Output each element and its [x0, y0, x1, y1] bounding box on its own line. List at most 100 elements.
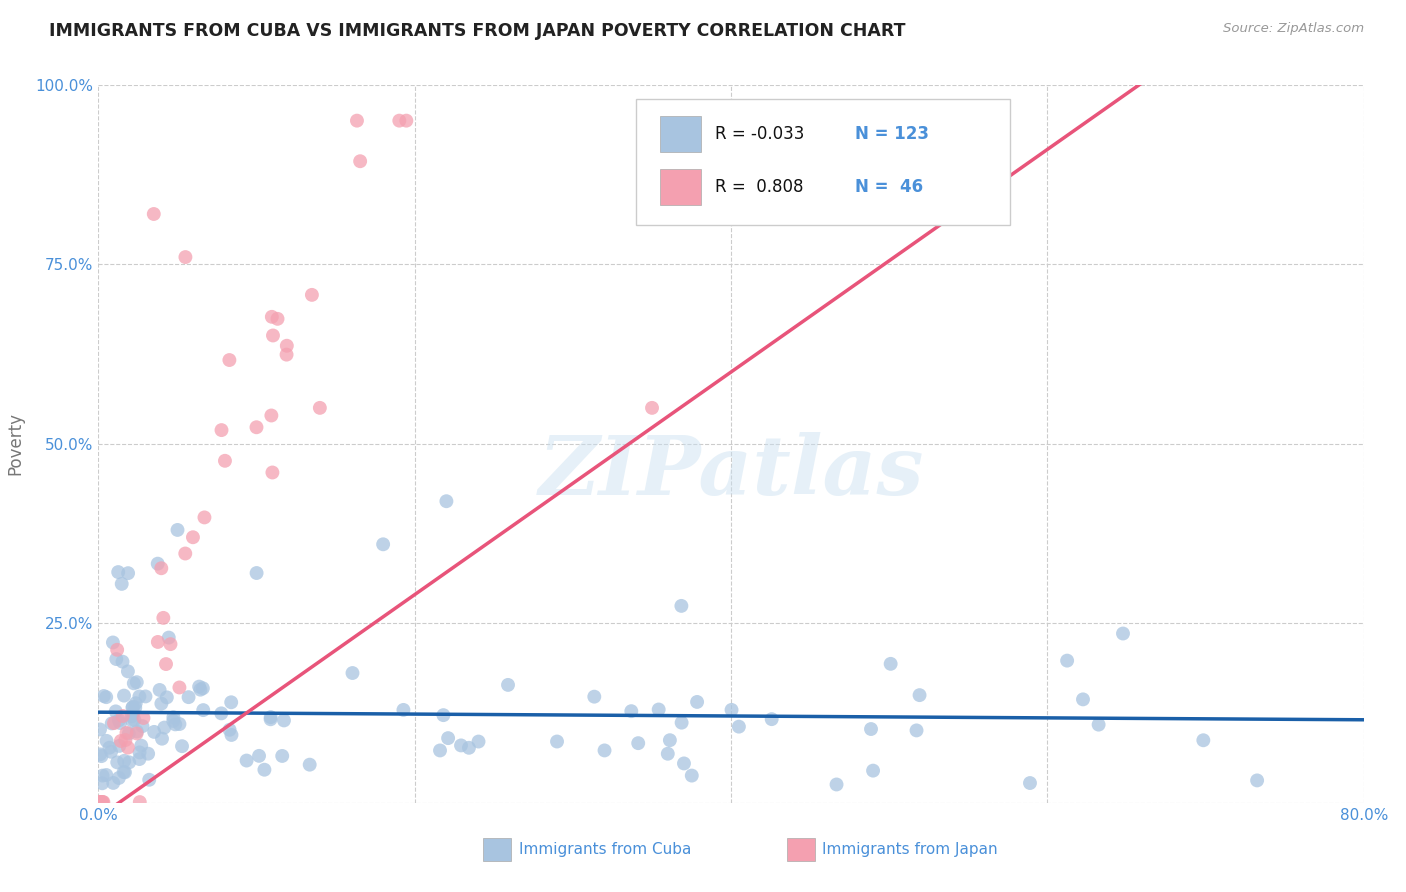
Point	[146, 557, 169, 571]
Point	[104, 705, 127, 719]
Point	[620, 704, 643, 718]
Point	[111, 655, 134, 669]
Text: N = 123: N = 123	[855, 125, 929, 143]
Point	[309, 401, 332, 415]
Point	[128, 690, 150, 704]
Point	[121, 713, 143, 727]
Point	[467, 734, 489, 748]
Point	[114, 733, 136, 747]
Text: Immigrants from Japan: Immigrants from Japan	[823, 842, 998, 857]
Text: Source: ZipAtlas.com: Source: ZipAtlas.com	[1223, 22, 1364, 36]
Point	[159, 637, 181, 651]
Point	[124, 713, 146, 727]
Point	[627, 736, 650, 750]
Point	[371, 537, 394, 551]
Point	[859, 722, 882, 736]
Point	[142, 207, 165, 221]
Point	[262, 466, 284, 480]
Point	[647, 702, 669, 716]
Point	[496, 678, 519, 692]
Point	[1087, 717, 1109, 731]
Point	[108, 771, 131, 785]
Point	[118, 756, 141, 770]
Point	[153, 721, 176, 735]
Point	[115, 726, 138, 740]
Point	[96, 734, 118, 748]
Point	[169, 717, 191, 731]
Point	[193, 703, 215, 717]
Point	[905, 723, 928, 738]
Point	[266, 311, 288, 326]
Point	[276, 348, 298, 362]
Point	[125, 726, 148, 740]
Point	[429, 743, 451, 757]
Point	[247, 748, 270, 763]
Point	[432, 708, 454, 723]
Point	[91, 795, 114, 809]
Point	[105, 642, 128, 657]
Point	[136, 747, 159, 761]
Point	[271, 748, 294, 763]
Point	[728, 720, 751, 734]
Point	[105, 652, 128, 666]
Point	[342, 666, 364, 681]
Point	[105, 756, 128, 770]
Point	[150, 561, 173, 575]
Point	[395, 113, 418, 128]
Point	[211, 423, 233, 437]
Point	[301, 288, 323, 302]
Point	[1112, 626, 1135, 640]
Text: R =  0.808: R = 0.808	[714, 178, 803, 196]
Point	[1192, 733, 1215, 747]
Point	[132, 711, 155, 725]
Point	[122, 676, 145, 690]
Point	[108, 739, 131, 753]
Text: Immigrants from Cuba: Immigrants from Cuba	[519, 842, 690, 857]
Point	[908, 688, 931, 702]
Point	[89, 795, 111, 809]
Point	[273, 714, 295, 728]
Point	[90, 795, 112, 809]
Point	[110, 734, 132, 748]
Point	[134, 690, 156, 704]
Point	[143, 725, 166, 739]
Point	[174, 250, 197, 264]
Point	[117, 566, 139, 581]
Point	[761, 712, 783, 726]
Point	[90, 749, 112, 764]
Point	[221, 728, 243, 742]
Point	[253, 763, 276, 777]
Point	[190, 682, 212, 697]
Point	[1019, 776, 1042, 790]
Point	[259, 712, 281, 726]
Point	[122, 706, 145, 720]
Point	[657, 747, 679, 761]
Point	[214, 454, 236, 468]
Point	[862, 764, 884, 778]
Point	[91, 776, 114, 790]
Point	[641, 401, 664, 415]
Point	[825, 777, 848, 791]
Point	[149, 682, 172, 697]
Y-axis label: Poverty: Poverty	[7, 412, 24, 475]
Point	[107, 565, 129, 579]
Point	[166, 523, 188, 537]
Point	[260, 409, 283, 423]
Text: R = -0.033: R = -0.033	[714, 125, 804, 143]
Text: ZIPatlas: ZIPatlas	[538, 433, 924, 513]
Point	[150, 731, 173, 746]
Point	[219, 695, 242, 709]
Point	[128, 795, 150, 809]
Point	[209, 706, 232, 721]
Point	[128, 746, 150, 760]
Point	[118, 726, 141, 740]
Point	[150, 697, 173, 711]
Point	[681, 768, 703, 782]
Point	[245, 420, 267, 434]
Point	[671, 599, 693, 613]
Point	[131, 719, 153, 733]
Point	[125, 724, 148, 739]
Point	[125, 675, 148, 690]
Point	[260, 310, 283, 324]
Point	[156, 690, 179, 705]
